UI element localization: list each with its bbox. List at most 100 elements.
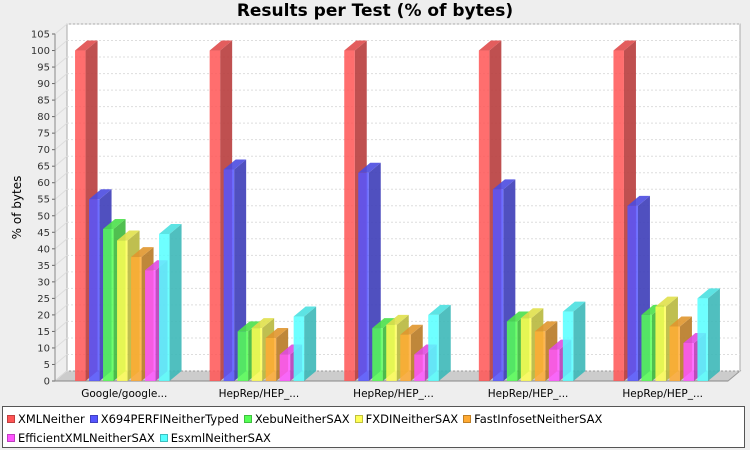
- bar-XMLNeither: [344, 50, 355, 382]
- bar-top-FXDINeitherSAX: [655, 296, 678, 307]
- bar-top-XebuNeitherSAX: [506, 311, 530, 322]
- bar-FXDINeitherSAX: [117, 240, 128, 381]
- y-tick-label: 35: [37, 261, 50, 272]
- bar-X694PERFINeitherTyped: [89, 199, 100, 381]
- y-tick-label: 70: [37, 145, 50, 156]
- bar-top-FXDINeitherSAX: [520, 308, 544, 319]
- bar-top-FastInfosetNeitherSAX: [265, 328, 289, 339]
- grid-line-depth: [54, 271, 68, 283]
- legend-swatch: [354, 414, 363, 423]
- y-tick-label: 20: [37, 310, 50, 321]
- bar-top-XebuNeitherSAX: [103, 218, 126, 229]
- legend-swatch: [463, 414, 472, 423]
- bar-XMLNeither: [478, 50, 490, 382]
- bar-top-EsxmlNeitherSAX: [562, 301, 586, 312]
- y-tick-label: 15: [37, 327, 50, 338]
- grid-line-depth: [54, 238, 68, 250]
- y-tick-label: 40: [37, 244, 50, 255]
- bar-top-FXDINeitherSAX: [386, 314, 409, 325]
- bar-top-FXDINeitherSAX: [117, 230, 140, 241]
- bar-side-X694PERFINeitherTyped: [234, 159, 247, 381]
- bar-top-EsxmlNeitherSAX: [428, 304, 451, 315]
- legend-item: FastInfosetNeitherSAX: [463, 412, 602, 426]
- bar-top-EsxmlNeitherSAX: [697, 288, 720, 299]
- grid-line-depth: [54, 337, 68, 349]
- x-tick-label: HepRep/HEP_...: [622, 388, 703, 400]
- y-tick-label: 60: [37, 178, 50, 189]
- bar-EsxmlNeitherSAX: [562, 311, 574, 381]
- bar-top-XMLNeither: [613, 40, 636, 51]
- legend-label: FastInfosetNeitherSAX: [474, 411, 603, 426]
- bar-X694PERFINeitherTyped: [358, 172, 369, 381]
- legend-label: EsxmlNeitherSAX: [170, 430, 271, 445]
- y-tick-label: 80: [37, 112, 50, 123]
- y-tick-label: 0: [44, 377, 50, 388]
- y-tick-label: 5: [44, 360, 50, 371]
- bar-FXDINeitherSAX: [520, 318, 532, 381]
- bar-XebuNeitherSAX: [372, 328, 383, 381]
- bar-top-FastInfosetNeitherSAX: [400, 324, 423, 335]
- y-tick-label: 45: [37, 228, 50, 239]
- bar-chart: 0 5 10 15 20 25 30 35 40 45 50 55 60 65 70 75 80 85 90 95 10…: [10, 23, 742, 400]
- legend-item: EsxmlNeitherSAX: [159, 430, 271, 445]
- bar-top-XMLNeither: [75, 40, 98, 51]
- legend-item: X694PERFINeitherTyped: [89, 412, 239, 426]
- legend-swatch: [7, 414, 15, 423]
- grid-line-depth: [54, 106, 68, 118]
- legend: XMLNeither X694PERFINeitherTyped XebuNeith…: [2, 406, 745, 448]
- bar-FXDINeitherSAX: [386, 324, 397, 381]
- bar-EfficientXMLNeitherSAX: [683, 342, 694, 381]
- y-tick-label: 30: [37, 277, 50, 288]
- bar-top-X694PERFINeitherTyped: [627, 195, 650, 206]
- bar-X694PERFINeitherTyped: [492, 189, 504, 381]
- bar-EfficientXMLNeitherSAX: [414, 354, 425, 381]
- legend-label: XebuNeitherSAX: [254, 411, 350, 426]
- bar-X694PERFINeitherTyped: [223, 169, 235, 381]
- y-tick-label: 100: [31, 46, 50, 57]
- y-axis-label: % of bytes: [10, 176, 24, 240]
- legend-row: EfficientXMLNeitherSAX EsxmlNeitherSAX: [7, 428, 740, 447]
- bar-top-XebuNeitherSAX: [372, 318, 395, 329]
- bar-side-EsxmlNeitherSAX: [573, 301, 586, 381]
- grid-line-depth: [54, 370, 68, 382]
- grid-line-depth: [54, 56, 68, 68]
- bar-FXDINeitherSAX: [251, 328, 263, 381]
- grid-line-depth: [54, 188, 68, 200]
- bar-EsxmlNeitherSAX: [697, 298, 708, 381]
- grid-line-depth: [54, 23, 68, 35]
- y-tick-label: 90: [37, 79, 50, 90]
- bar-XebuNeitherSAX: [103, 228, 114, 381]
- legend-item: EfficientXMLNeitherSAX: [7, 431, 155, 445]
- y-tick-label: 95: [37, 63, 50, 74]
- grid-line-depth: [54, 89, 68, 101]
- legend-swatch: [7, 433, 15, 442]
- grid-line-depth: [54, 287, 68, 299]
- bar-top-FastInfosetNeitherSAX: [131, 247, 154, 258]
- grid-line-depth: [54, 40, 68, 51]
- legend-swatch: [159, 433, 168, 442]
- bar-EsxmlNeitherSAX: [159, 233, 170, 381]
- x-tick-label: HepRep/HEP_...: [353, 388, 434, 400]
- bar-side-EsxmlNeitherSAX: [304, 306, 317, 381]
- grid-line-depth: [54, 354, 68, 365]
- grid-line-depth: [54, 73, 68, 84]
- legend-swatch: [243, 414, 252, 423]
- grid-line-depth: [54, 221, 68, 233]
- bar-EsxmlNeitherSAX: [428, 314, 439, 381]
- bar-top-XMLNeither: [209, 40, 233, 51]
- bar-top-EsxmlNeitherSAX: [293, 306, 317, 317]
- y-tick-label: 10: [37, 343, 50, 354]
- bar-top-X694PERFINeitherTyped: [358, 162, 381, 173]
- legend-item: XebuNeitherSAX: [243, 411, 350, 426]
- bar-XMLNeither: [209, 50, 221, 382]
- bar-FastInfosetNeitherSAX: [669, 326, 680, 381]
- bar-EsxmlNeitherSAX: [293, 316, 305, 381]
- bar-XMLNeither: [613, 50, 624, 382]
- legend-label: EfficientXMLNeitherSAX: [18, 430, 155, 445]
- y-tick-label: 25: [37, 294, 50, 305]
- bar-top-X694PERFINeitherTyped: [89, 189, 112, 200]
- grid-line-depth: [54, 321, 68, 332]
- bar-XMLNeither: [75, 50, 86, 382]
- y-tick-label: 75: [37, 129, 50, 140]
- bar-FastInfosetNeitherSAX: [131, 257, 142, 381]
